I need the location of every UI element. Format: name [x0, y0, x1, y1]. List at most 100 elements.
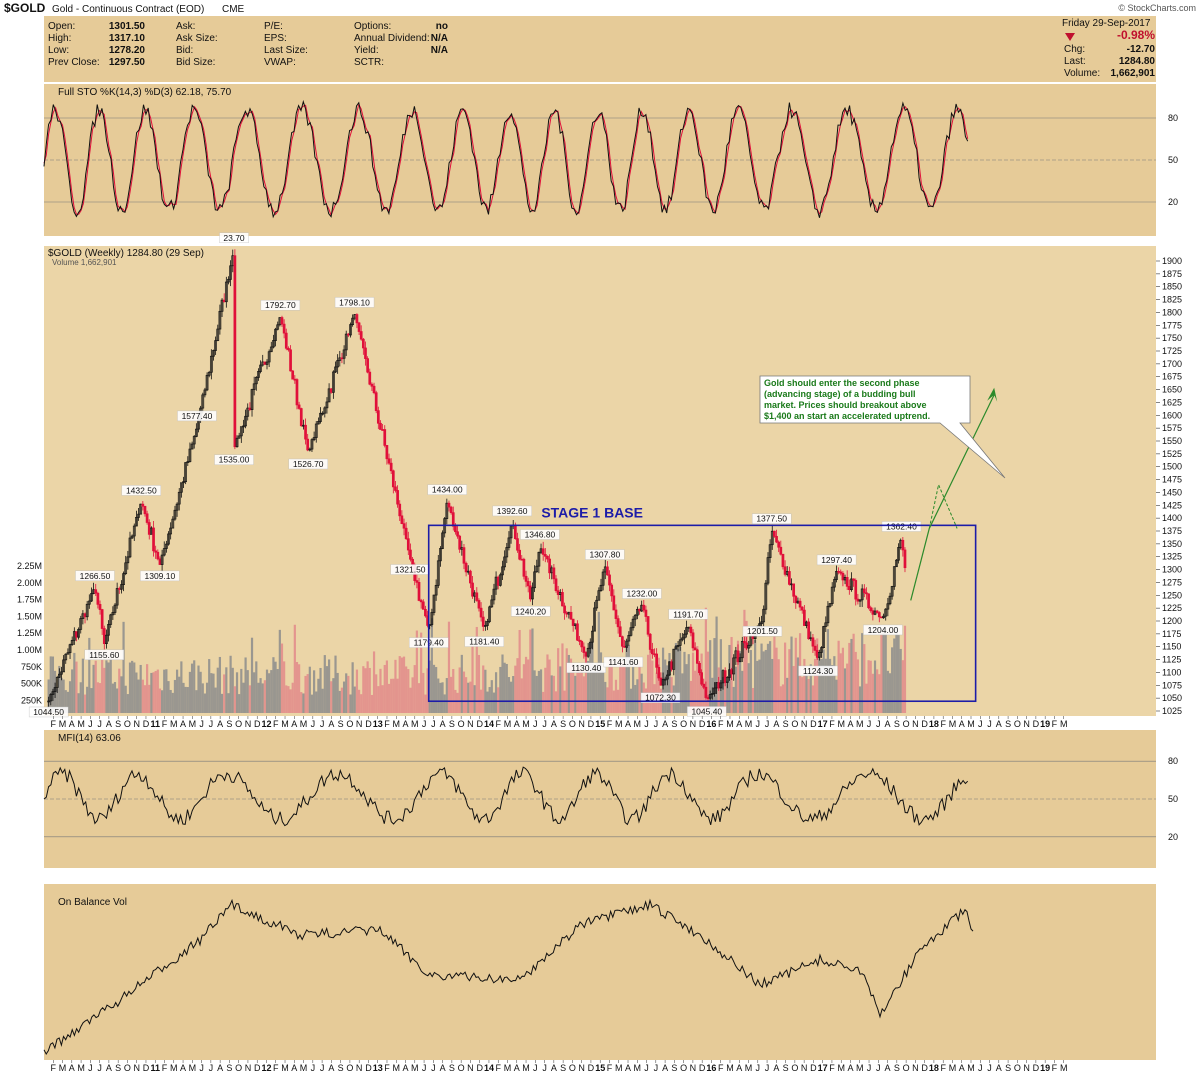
candle-body: [317, 421, 320, 425]
obv-panel: On Balance Vol: [43, 884, 1156, 1060]
volume-bar: [398, 656, 401, 713]
candle-body: [109, 614, 113, 625]
candle-body: [621, 636, 624, 647]
volume-bar: [259, 678, 262, 713]
x-tick-label: 14: [484, 1063, 494, 1073]
candle-body: [837, 570, 840, 573]
candle-body: [507, 537, 511, 548]
candle-body: [128, 537, 132, 558]
price-point-label: 1201.50: [747, 626, 778, 636]
volume-bar: [407, 669, 410, 713]
price-label-box: [742, 626, 783, 637]
volume-bar: [550, 675, 553, 713]
candle-body: [130, 535, 134, 539]
candle-body: [775, 535, 778, 543]
volume-bar: [340, 687, 344, 713]
volume-bar: [681, 673, 684, 713]
candle-body: [839, 571, 843, 574]
x-tick-label: N: [467, 1063, 474, 1073]
candle-body: [578, 639, 581, 642]
volume-bar: [535, 675, 538, 713]
candle-body: [651, 649, 654, 655]
candle-body: [783, 566, 787, 575]
volume-bar: [668, 653, 671, 713]
candle-body: [284, 332, 288, 349]
candle-body: [740, 641, 744, 659]
candle-body: [813, 645, 817, 651]
candle-body: [201, 394, 205, 409]
candle-body: [137, 513, 140, 518]
y-tick-label: 50: [1168, 155, 1178, 165]
candle-body: [276, 324, 280, 330]
x-tick-label: O: [903, 719, 910, 729]
price-point-label: 1191.70: [673, 609, 703, 619]
candle-body: [503, 556, 506, 568]
candle-body: [242, 425, 245, 428]
candle-body: [389, 462, 393, 472]
x-tick-label: N: [356, 1063, 363, 1073]
volume-bar: [248, 685, 251, 713]
volume-bar: [619, 661, 622, 713]
volume-bar: [411, 677, 414, 713]
x-tick-label: A: [847, 1063, 853, 1073]
x-tick-label: A: [291, 1063, 297, 1073]
candle-body: [580, 641, 584, 648]
candle-body: [376, 410, 380, 424]
volume-bar: [357, 689, 361, 713]
x-tick-label: F: [384, 719, 390, 729]
candle-body: [732, 657, 736, 675]
candle-body: [184, 462, 188, 483]
volume-bar: [465, 677, 468, 713]
volume-bar: [304, 675, 307, 713]
x-tick-label: A: [328, 719, 334, 729]
candle-body: [725, 677, 729, 683]
volume-bar: [118, 668, 121, 713]
volume-bar: [353, 686, 356, 713]
x-tick-label: 13: [373, 719, 383, 729]
volume-bar: [856, 659, 859, 713]
price-label-box: [28, 706, 69, 718]
volume-bar: [98, 683, 102, 713]
x-tick-label: N: [467, 719, 474, 729]
candle-body: [421, 601, 425, 610]
candle-body: [406, 538, 410, 551]
candle-body: [680, 637, 684, 641]
volume-bar: [796, 657, 800, 713]
candle-body: [717, 682, 721, 689]
candle-body: [520, 558, 524, 561]
x-tick-label: N: [690, 1063, 697, 1073]
price-label-box: [881, 521, 922, 532]
volume-bar: [475, 626, 478, 713]
x-tick-label: M: [745, 1063, 753, 1073]
x-tick-label: F: [718, 1063, 724, 1073]
candle-body: [441, 532, 444, 549]
x-tick-label: S: [226, 719, 232, 729]
candle-body: [145, 513, 149, 523]
price-point-label: 23.70: [223, 233, 245, 243]
x-tick-label: J: [542, 1063, 547, 1073]
candle-body: [888, 595, 892, 605]
x-tick-label: M: [189, 1063, 197, 1073]
y-tick-label: 1075: [1162, 680, 1182, 690]
y-tick-label: 1625: [1162, 397, 1182, 407]
volume-bar: [276, 669, 279, 713]
date-label: Friday 29-Sep-2017: [1062, 18, 1151, 29]
price-label-box: [622, 588, 662, 599]
volume-bar: [330, 681, 333, 713]
x-tick-label: 12: [261, 1063, 271, 1073]
candle-body: [481, 616, 485, 627]
candle-body: [439, 548, 442, 562]
price-label-box: [751, 513, 792, 524]
candle-body: [892, 566, 896, 587]
volume-bar: [739, 651, 742, 713]
candle-body: [113, 604, 117, 613]
volume-bar: [854, 651, 857, 713]
x-tick-label: A: [736, 719, 742, 729]
stat-label: SCTR:: [354, 57, 384, 68]
x-tick-label: M: [59, 719, 67, 729]
candle-body: [826, 605, 830, 624]
candle-body: [126, 556, 130, 564]
volume-bar: [696, 646, 699, 713]
volume-bar: [317, 678, 320, 713]
y-tick-label: 1275: [1162, 577, 1182, 587]
